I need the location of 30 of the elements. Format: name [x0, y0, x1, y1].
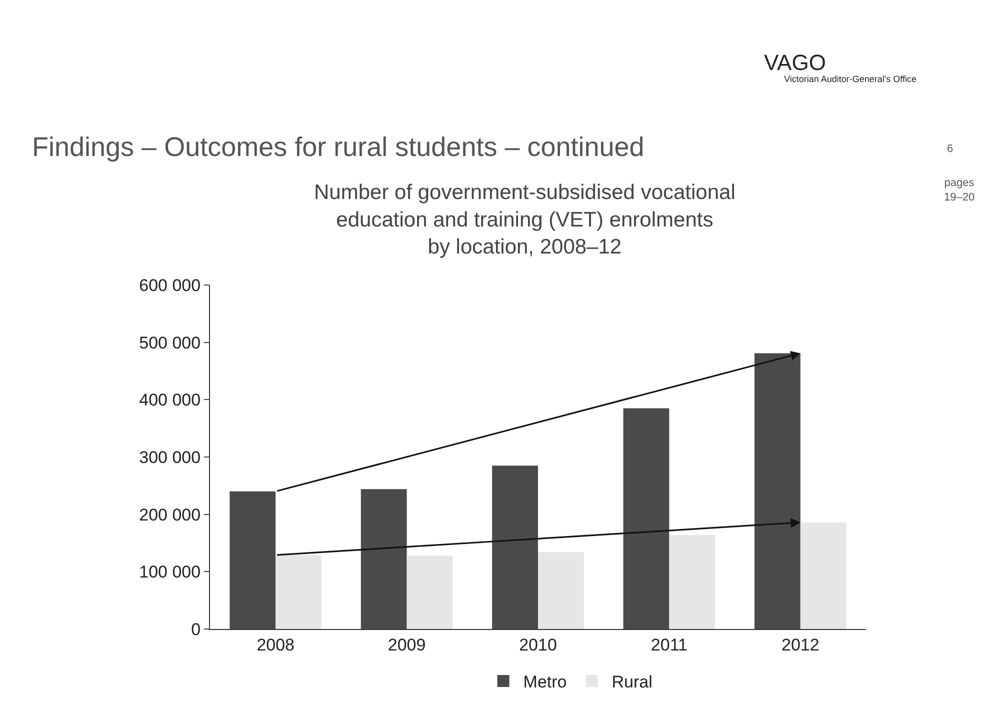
text: VAGO — [764, 50, 826, 75]
bar — [669, 534, 716, 629]
bar — [754, 353, 800, 629]
text: Victorian Auditor-General's Office — [784, 74, 916, 84]
x-tick-label: 2012 — [781, 635, 820, 654]
x-tick-label: 2010 — [519, 635, 557, 654]
y-tick-label: 400 000 — [139, 390, 201, 410]
bar — [800, 522, 846, 629]
x-tick-label: 2009 — [388, 635, 426, 654]
bar — [538, 552, 584, 629]
legend-label: Metro — [523, 672, 567, 692]
chart-title: Findings – Outcomes for rural students – continued — [32, 132, 644, 162]
bar — [623, 408, 670, 629]
bar — [276, 555, 322, 629]
bar — [230, 491, 276, 629]
bar — [360, 489, 407, 629]
bar — [406, 556, 453, 629]
text: 6 — [947, 143, 954, 155]
legend-label: Rural — [612, 672, 652, 692]
text: pages 19–20 — [944, 177, 975, 204]
y-tick-label: 200 000 — [139, 505, 201, 524]
y-tick-label: 100 000 — [139, 562, 201, 582]
y-tick-label: 0 — [191, 620, 201, 639]
y-tick-label: 600 000 — [139, 276, 201, 295]
y-tick-label: 300 000 — [139, 448, 201, 467]
chart-subtitle: Number of government-subsidised vocational education and training (VET) enrolments by location, 2008–12 — [314, 181, 736, 259]
x-tick-label: 2008 — [256, 635, 295, 654]
x-tick-label: 2011 — [650, 635, 688, 654]
bar — [492, 466, 538, 629]
y-tick-label: 500 000 — [139, 333, 201, 352]
